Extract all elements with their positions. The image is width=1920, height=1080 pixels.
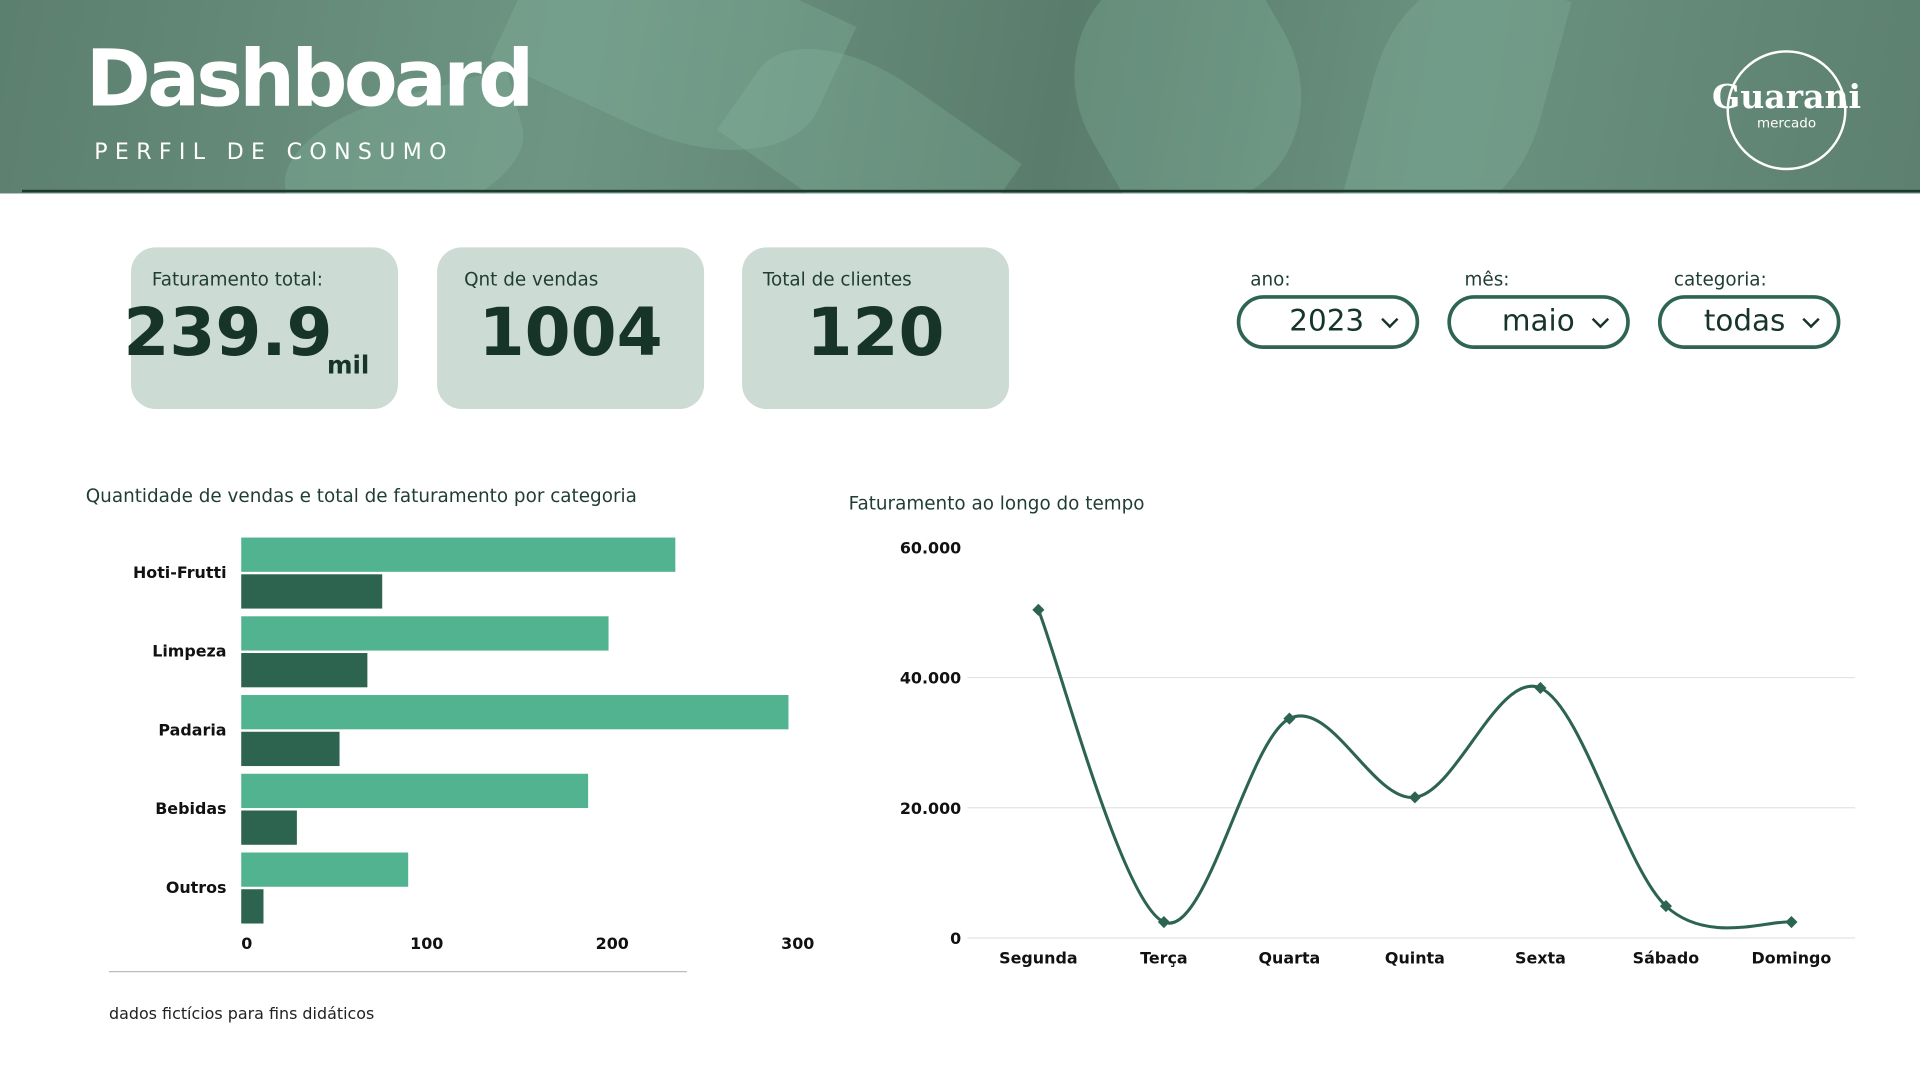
bar-outros-1	[241, 889, 264, 924]
kpi-unit: mil	[326, 350, 370, 380]
footer-divider	[108, 971, 687, 973]
data-point-quinta	[1408, 791, 1421, 804]
page-title: Dashboard	[85, 34, 535, 125]
x-tick-label: 300	[781, 934, 814, 953]
dropdown-value: 2023	[1289, 303, 1365, 338]
filter-label-category: categoria:	[1673, 268, 1767, 291]
category-label: Padaria	[158, 720, 226, 739]
y-tick-label: 20.000	[900, 799, 961, 818]
kpi-label: Total de clientes	[762, 268, 912, 291]
x-tick-label: 0	[241, 934, 252, 953]
y-tick-label: 60.000	[900, 538, 961, 557]
category-label: Limpeza	[152, 642, 226, 661]
x-tick-label: Quarta	[1259, 949, 1321, 968]
kpi-value: 239.9	[123, 293, 333, 372]
kpi-card-revenue: Faturamento total: 239.9 mil	[123, 247, 398, 409]
kpi-card-sales: Qnt de vendas 1004	[437, 247, 705, 409]
y-tick-label: 0	[950, 929, 961, 948]
kpi-label: Faturamento total:	[151, 268, 323, 291]
dropdown-value: todas	[1703, 303, 1786, 338]
bar-bebidas-0	[241, 773, 589, 809]
x-tick-label: 100	[410, 934, 443, 953]
category-label: Outros	[166, 878, 227, 897]
x-tick-label: Sábado	[1633, 949, 1700, 968]
header-divider	[22, 189, 1920, 193]
data-point-sexta	[1534, 681, 1547, 695]
x-tick-label: Quinta	[1385, 949, 1445, 968]
data-point-sábado	[1659, 900, 1672, 913]
x-tick-label: Sexta	[1515, 949, 1566, 968]
bar-outros-0	[241, 852, 409, 887]
kpi-card-clients: Total de clientes 120	[742, 247, 1009, 409]
logo-text: Guarani	[1711, 78, 1862, 117]
data-point-terça	[1157, 915, 1170, 929]
category-label: Hoti-Frutti	[133, 563, 227, 582]
bar-bebidas-1	[241, 810, 297, 845]
data-point-segunda	[1032, 603, 1045, 616]
kpi-value: 1004	[478, 293, 663, 372]
data-point-domingo	[1785, 915, 1798, 929]
x-tick-label: Domingo	[1752, 949, 1832, 968]
year-dropdown[interactable]: 2023	[1236, 295, 1420, 349]
bar-padaria-0	[241, 695, 789, 730]
kpi-value: 120	[806, 293, 945, 372]
revenue-line	[1036, 609, 1792, 930]
category-dropdown[interactable]: todas	[1657, 295, 1841, 349]
bar-padaria-1	[241, 731, 340, 767]
bar-limpeza-1	[241, 653, 368, 688]
bar-chart-title: Quantidade de vendas e total de faturame…	[85, 484, 637, 507]
header-banner	[0, 0, 1920, 194]
footnote: dados fictícios para fins didáticos	[108, 1005, 375, 1024]
y-tick-label: 40.000	[900, 669, 961, 688]
dropdown-value: maio	[1501, 303, 1575, 338]
x-tick-label: Terça	[1140, 949, 1188, 968]
filter-label-year: ano:	[1250, 268, 1291, 291]
month-dropdown[interactable]: maio	[1447, 295, 1630, 349]
line-chart-title: Faturamento ao longo do tempo	[848, 492, 1145, 515]
bar-limpeza-0	[241, 616, 609, 651]
x-tick-label: 200	[596, 934, 629, 953]
bar-hoti-frutti-1	[241, 574, 383, 609]
logo	[1726, 50, 1847, 171]
logo-subtext: mercado	[1756, 115, 1817, 132]
filter-label-month: mês:	[1464, 268, 1510, 291]
category-label: Bebidas	[155, 799, 226, 818]
kpi-label: Qnt de vendas	[464, 268, 599, 291]
x-tick-label: Segunda	[999, 949, 1077, 968]
bar-hoti-frutti-0	[241, 537, 676, 572]
page-subtitle: PERFIL DE CONSUMO	[94, 139, 454, 166]
